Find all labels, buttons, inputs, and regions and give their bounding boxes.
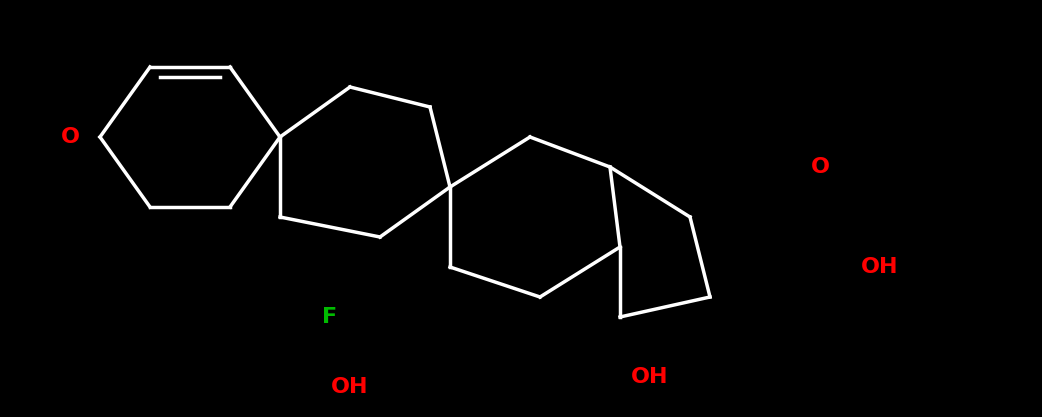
- Text: F: F: [322, 307, 338, 327]
- Text: O: O: [811, 157, 829, 177]
- Text: OH: OH: [331, 377, 369, 397]
- Text: O: O: [60, 127, 79, 147]
- Text: OH: OH: [862, 257, 899, 277]
- Text: OH: OH: [631, 367, 669, 387]
